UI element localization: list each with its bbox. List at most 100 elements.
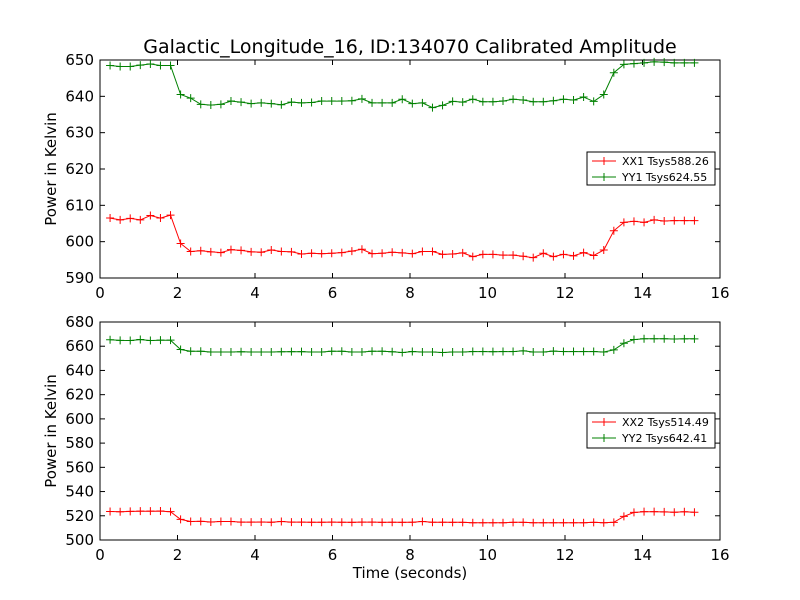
data-point bbox=[297, 347, 306, 356]
data-point bbox=[136, 215, 145, 224]
data-point bbox=[106, 335, 115, 344]
data-point bbox=[247, 99, 256, 108]
data-point bbox=[206, 517, 215, 526]
y-tick-label: 620 bbox=[65, 160, 94, 178]
data-point bbox=[609, 345, 618, 354]
data-point bbox=[166, 336, 175, 345]
data-point bbox=[579, 93, 588, 102]
data-point bbox=[257, 98, 266, 107]
data-point bbox=[478, 347, 487, 356]
y-tick-label: 590 bbox=[65, 269, 94, 287]
data-point bbox=[146, 336, 155, 345]
data-point bbox=[206, 247, 215, 256]
data-point bbox=[297, 250, 306, 259]
data-point bbox=[116, 507, 125, 516]
data-point bbox=[589, 347, 598, 356]
legend-marker bbox=[600, 434, 608, 442]
x-tick-label: 6 bbox=[328, 284, 338, 302]
data-point bbox=[116, 62, 125, 71]
data-point bbox=[317, 249, 326, 258]
x-tick-label: 2 bbox=[173, 546, 183, 564]
data-point bbox=[529, 348, 538, 357]
data-point bbox=[337, 347, 346, 356]
legend-label: XX1 Tsys588.26 bbox=[622, 155, 709, 168]
data-point bbox=[166, 507, 175, 516]
data-point bbox=[287, 347, 296, 356]
data-point bbox=[398, 518, 407, 527]
data-point bbox=[156, 214, 165, 223]
x-tick-label: 8 bbox=[405, 546, 415, 564]
data-point bbox=[458, 98, 467, 107]
data-point bbox=[267, 518, 276, 527]
data-point bbox=[660, 334, 669, 343]
data-point bbox=[307, 98, 316, 107]
data-point bbox=[277, 247, 286, 256]
data-point bbox=[579, 248, 588, 257]
data-point bbox=[438, 250, 447, 259]
y-tick-label: 630 bbox=[65, 124, 94, 142]
data-point bbox=[216, 248, 225, 257]
x-tick-label: 10 bbox=[478, 284, 497, 302]
legend-marker bbox=[600, 418, 608, 426]
data-point bbox=[126, 62, 135, 71]
data-point bbox=[186, 347, 195, 356]
data-point bbox=[438, 518, 447, 527]
data-point bbox=[448, 250, 457, 259]
data-point bbox=[579, 518, 588, 527]
data-point bbox=[388, 248, 397, 257]
data-point bbox=[388, 98, 397, 107]
data-point bbox=[307, 348, 316, 357]
data-point bbox=[468, 252, 477, 261]
data-point bbox=[488, 347, 497, 356]
data-point bbox=[448, 348, 457, 357]
data-point bbox=[267, 246, 276, 255]
data-point bbox=[509, 251, 518, 260]
x-tick-label: 10 bbox=[478, 546, 497, 564]
data-point bbox=[640, 58, 649, 67]
data-point bbox=[499, 518, 507, 527]
x-tick-label: 14 bbox=[633, 284, 652, 302]
data-point bbox=[247, 348, 256, 357]
data-point bbox=[569, 95, 578, 104]
data-point bbox=[549, 347, 558, 356]
data-point bbox=[196, 347, 205, 356]
data-point bbox=[660, 507, 669, 516]
data-point bbox=[287, 98, 296, 107]
data-point bbox=[448, 518, 457, 527]
data-point bbox=[478, 250, 487, 259]
y-axis-label: Power in Kelvin bbox=[42, 112, 60, 226]
data-point bbox=[226, 97, 235, 106]
data-point bbox=[398, 95, 407, 104]
data-point bbox=[237, 246, 246, 255]
data-point bbox=[670, 216, 679, 225]
data-point bbox=[519, 95, 528, 104]
data-point bbox=[106, 507, 115, 516]
data-point bbox=[599, 90, 608, 99]
data-point bbox=[297, 98, 306, 107]
data-point bbox=[428, 348, 437, 357]
data-point bbox=[196, 517, 205, 526]
data-point bbox=[388, 518, 397, 527]
data-point bbox=[559, 95, 568, 104]
y-tick-label: 600 bbox=[65, 233, 94, 251]
data-point bbox=[438, 348, 447, 357]
series-XX2 Tsys514.49 bbox=[106, 507, 699, 527]
data-point bbox=[257, 248, 266, 257]
data-point bbox=[519, 518, 528, 527]
data-point bbox=[357, 348, 366, 357]
data-point bbox=[660, 58, 669, 67]
data-point bbox=[277, 347, 286, 356]
data-point bbox=[589, 251, 598, 260]
data-point bbox=[579, 347, 588, 356]
data-point bbox=[408, 99, 417, 108]
y-tick-label: 620 bbox=[65, 386, 94, 404]
data-point bbox=[398, 248, 407, 257]
data-point bbox=[529, 253, 538, 262]
data-point bbox=[619, 60, 628, 69]
data-point bbox=[226, 348, 235, 357]
y-tick-label: 640 bbox=[65, 361, 94, 379]
data-point bbox=[136, 335, 145, 344]
y-tick-label: 650 bbox=[65, 51, 94, 69]
data-point bbox=[468, 95, 477, 104]
data-point bbox=[690, 508, 699, 517]
